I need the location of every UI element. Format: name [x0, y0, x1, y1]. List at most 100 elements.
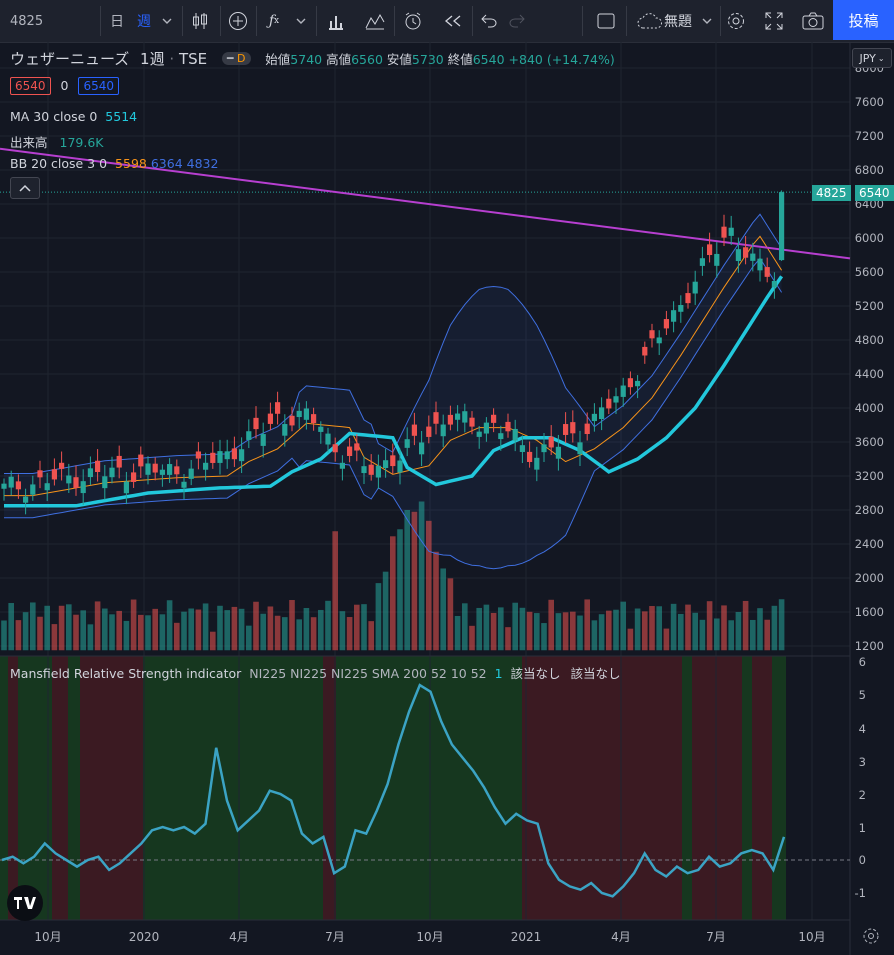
- currency-selector[interactable]: JPY ⌄: [852, 48, 892, 68]
- divider: [182, 6, 183, 36]
- volume-bar: [735, 611, 742, 651]
- candle-body: [275, 402, 281, 414]
- volume-bar: [570, 611, 576, 651]
- time-tick: 4月: [229, 930, 249, 944]
- layout-icon[interactable]: [590, 0, 622, 42]
- ma-legend[interactable]: MA 30 close 0 5514: [10, 109, 138, 124]
- candle-body: [203, 462, 209, 470]
- interval-week-button[interactable]: 週: [137, 14, 151, 30]
- volume-bar: [627, 628, 634, 651]
- candle-body: [469, 417, 475, 427]
- candle-body: [131, 472, 137, 482]
- volume-bar: [217, 605, 223, 651]
- candle-body: [231, 448, 237, 460]
- volume-bar: [174, 622, 180, 651]
- fullscreen-icon[interactable]: [760, 0, 788, 42]
- candle-body: [109, 467, 115, 478]
- alarm-icon[interactable]: [398, 0, 428, 42]
- rs-tick: 5: [859, 688, 866, 702]
- candle-body: [505, 421, 511, 432]
- mansfield-legend[interactable]: Mansfield Relative Strength indicator NI…: [10, 666, 621, 681]
- volume-bar: [526, 611, 533, 651]
- price-tick: 2000: [855, 571, 884, 585]
- interval-day-button[interactable]: 日: [110, 14, 124, 30]
- axis-settings-gear-icon[interactable]: [862, 927, 880, 949]
- candle-body: [80, 481, 86, 494]
- compare-icon[interactable]: [360, 0, 390, 42]
- bb-legend[interactable]: BB 20 close 3 0 5598 6364 4832: [10, 156, 219, 171]
- symbol-name[interactable]: ウェザーニューズ: [10, 50, 130, 68]
- volume-bar: [562, 612, 569, 651]
- volume-bar: [166, 600, 173, 651]
- volume-bar: [656, 606, 662, 651]
- volume-bar: [541, 623, 547, 651]
- bb-lower-line: [4, 257, 783, 570]
- volume-bar: [339, 611, 346, 651]
- tradingview-logo[interactable]: [7, 885, 43, 921]
- candle-body: [303, 408, 309, 420]
- rs-band: [80, 656, 143, 920]
- chevron-up-icon: [19, 184, 31, 192]
- publish-button[interactable]: 投稿: [833, 0, 894, 40]
- replay-icon[interactable]: [438, 0, 468, 42]
- volume-bar: [116, 610, 122, 651]
- legend-symbol-row: ウェザーニューズ 1週 · TSE ━ D 始値5740 高値6560 安値57…: [10, 50, 615, 68]
- candle-body: [779, 192, 785, 261]
- rs-band: [18, 656, 52, 920]
- time-tick: 7月: [325, 930, 345, 944]
- candle-body: [375, 465, 381, 478]
- volume-bar: [109, 614, 115, 651]
- volume-bar: [238, 608, 245, 651]
- candle-body: [541, 444, 547, 453]
- volume-bar: [296, 619, 302, 651]
- volume-bar: [267, 606, 274, 651]
- symbol-search[interactable]: 4825: [10, 13, 44, 29]
- collapse-legend-button[interactable]: [10, 177, 40, 199]
- candle-body: [51, 469, 57, 480]
- candle-body: [555, 446, 561, 459]
- buy-button[interactable]: 6540: [78, 77, 120, 95]
- gear-icon[interactable]: [722, 0, 750, 42]
- candle-body: [728, 227, 734, 236]
- volume-legend[interactable]: 出来高 179.6K: [10, 135, 104, 150]
- cloud-icon[interactable]: [632, 0, 668, 42]
- chart-canvas[interactable]: 8000760072006800640060005600520048004400…: [0, 42, 894, 955]
- candle-body: [663, 319, 669, 329]
- candle-body: [678, 305, 684, 312]
- volume-bar: [289, 600, 295, 651]
- candle-body: [512, 428, 518, 441]
- volume-bar: [346, 617, 353, 651]
- volume-bar: [8, 603, 14, 651]
- volume-bar: [202, 603, 209, 651]
- layout-name[interactable]: 無題: [664, 14, 692, 30]
- add-indicator-icon[interactable]: [224, 0, 252, 42]
- candles-icon[interactable]: [186, 0, 214, 42]
- candle-body: [66, 475, 72, 484]
- candle-body: [635, 380, 641, 387]
- sell-button[interactable]: 6540: [10, 77, 51, 95]
- volume-bar: [87, 624, 94, 651]
- chevron-down-icon[interactable]: [698, 0, 716, 42]
- candle-body: [519, 445, 525, 452]
- volume-bar: [94, 601, 101, 651]
- chevron-down-icon[interactable]: [292, 0, 310, 42]
- price-tick: 2800: [855, 503, 884, 517]
- volume-bar: [699, 619, 706, 651]
- volume-bar: [282, 617, 288, 651]
- price-tick: 6000: [855, 231, 884, 245]
- candle-body: [642, 346, 648, 356]
- bid-ask-row: 6540 0 6540: [10, 77, 120, 95]
- volume-bar: [440, 568, 446, 651]
- bar-chart-icon[interactable]: [322, 0, 350, 42]
- camera-icon[interactable]: [798, 0, 828, 42]
- candle-body: [347, 446, 353, 457]
- time-tick: 10月: [34, 930, 61, 944]
- volume-bar: [73, 614, 79, 651]
- rs-band: [52, 656, 68, 920]
- candle-body: [599, 407, 605, 420]
- chevron-down-icon[interactable]: [158, 0, 176, 42]
- candle-body: [368, 464, 374, 475]
- undo-icon[interactable]: [476, 0, 502, 42]
- volume-bar: [678, 613, 684, 651]
